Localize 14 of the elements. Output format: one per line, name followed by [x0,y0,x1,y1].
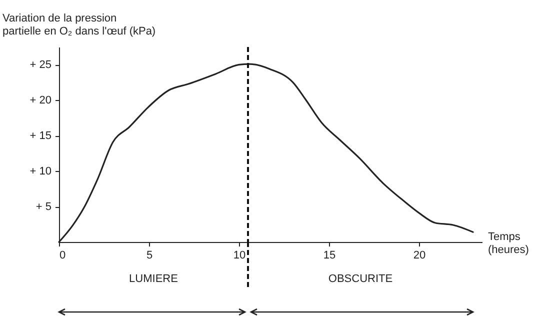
y-tick-label: + 10 [30,166,52,178]
x-tick-label: 0 [60,250,66,262]
y-axis-title: Variation de la pression partielle en O₂ dans l'œuf (kPa) [2,12,156,38]
y-tick-label: + 5 [36,201,52,214]
y-tick-label: + 15 [30,130,52,142]
y-tick-label: + 20 [30,94,52,107]
x-axis-title: Temps (heures) [488,231,529,256]
text: OBSCURITE [328,273,393,285]
y-tick-label: + 25 [30,59,52,72]
text: LUMIERE [129,273,178,285]
x-tick-label: 15 [323,250,336,262]
x-tick-label: 10 [233,250,246,262]
x-tick-label: 5 [146,250,153,262]
x-tick-label: 20 [413,250,426,262]
